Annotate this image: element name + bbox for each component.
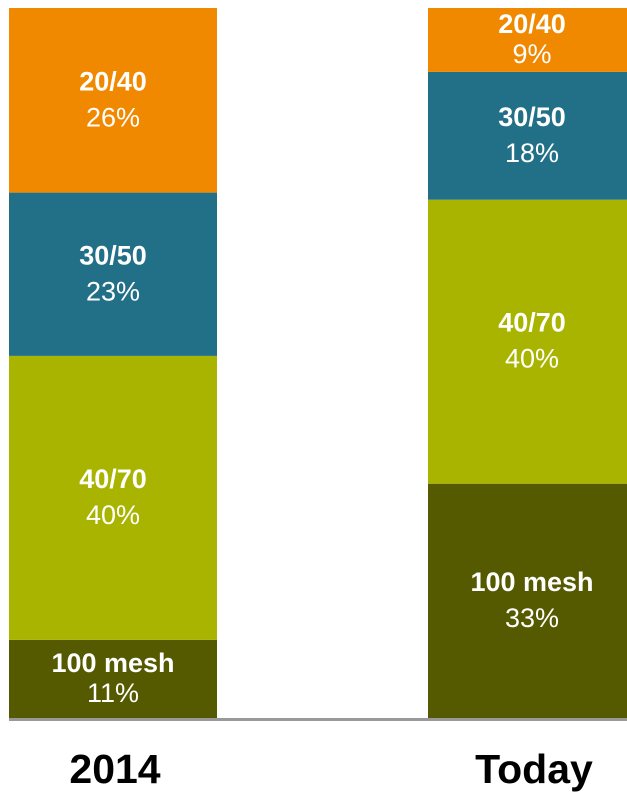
- bar-today-30-50-name-label: 30/50: [498, 102, 566, 132]
- category-label-today: Today: [475, 746, 593, 792]
- bar-today-40-70-name-label: 40/70: [498, 308, 566, 338]
- bar-today-100-mesh-name-label: 100 mesh: [470, 567, 593, 597]
- bars-group: [9, 8, 627, 718]
- bar-2014-40-70: [9, 355, 217, 640]
- bar-today-20-40-value-label: 9%: [512, 39, 551, 69]
- bar-2014-40-70-value-label: 40%: [86, 500, 140, 530]
- bar-today-30-50-value-label: 18%: [505, 138, 559, 168]
- bar-2014-100-mesh-name-label: 100 mesh: [51, 648, 174, 678]
- bar-today-40-70-value-label: 40%: [505, 344, 559, 374]
- bar-today-100-mesh: [428, 483, 627, 718]
- bar-2014-20-40-value-label: 26%: [86, 102, 140, 132]
- bar-2014-40-70-name-label: 40/70: [79, 464, 147, 494]
- bar-today-100-mesh-value-label: 33%: [505, 603, 559, 633]
- bar-2014-30-50-name-label: 30/50: [79, 240, 147, 270]
- bar-today-30-50: [428, 71, 627, 200]
- bar-2014-20-40-name-label: 20/40: [79, 66, 147, 96]
- category-label-2014: 2014: [69, 746, 160, 792]
- bar-2014-30-50: [9, 192, 217, 356]
- bar-today-40-70: [428, 199, 627, 484]
- bar-2014-30-50-value-label: 23%: [86, 276, 140, 306]
- bar-2014-100-mesh-value-label: 11%: [87, 678, 139, 708]
- bar-2014-20-40: [9, 8, 217, 193]
- bar-today-20-40-name-label: 20/40: [498, 9, 566, 39]
- bar-2014-100-mesh: [9, 639, 217, 718]
- bar-today-20-40: [428, 8, 627, 72]
- category-labels-group: 2014 Today: [69, 746, 593, 792]
